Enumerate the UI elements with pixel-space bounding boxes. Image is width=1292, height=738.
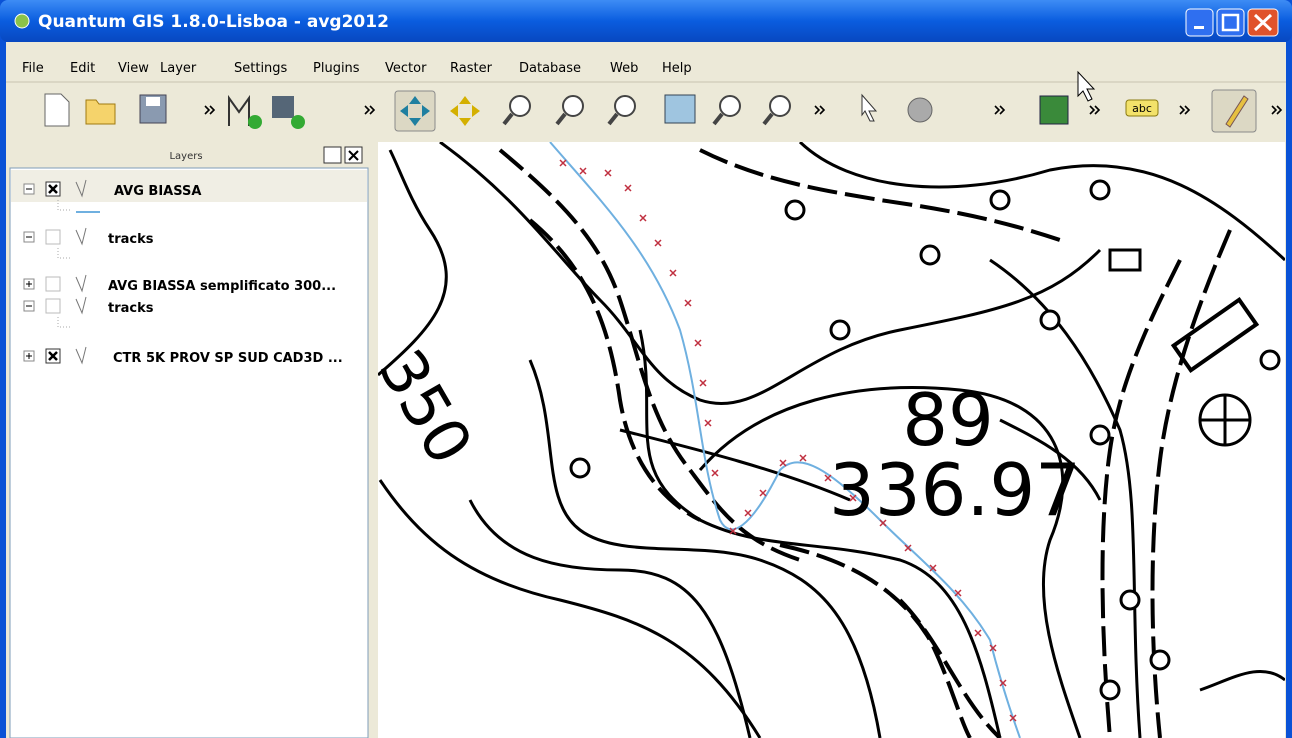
- layer-checkbox[interactable]: [46, 277, 60, 291]
- minimize-glyph: [1194, 26, 1204, 29]
- new-project-icon[interactable]: [45, 94, 69, 126]
- zoom-out-icon[interactable]: [563, 96, 583, 116]
- qgis-window: Quantum GIS 1.8.0-Lisboa - avg2012 File E…: [0, 0, 1292, 738]
- zoom-native-icon[interactable]: [615, 96, 635, 116]
- menu-item[interactable]: File: [22, 61, 44, 76]
- splitter: [372, 142, 378, 738]
- page: Quantum GIS 1.8.0-Lisboa - avg2012 File E…: [0, 0, 1292, 738]
- menu-item[interactable]: Layer: [160, 61, 197, 76]
- zoom-layer-icon[interactable]: [770, 96, 790, 116]
- add-badge: [248, 115, 262, 129]
- new-raster-icon[interactable]: [272, 96, 294, 118]
- zoom-full-icon[interactable]: [665, 95, 695, 123]
- label-icon-text: abc: [1132, 102, 1152, 115]
- menu-item[interactable]: Edit: [70, 61, 95, 76]
- layer-name[interactable]: tracks: [108, 232, 154, 247]
- layer-checkbox[interactable]: [46, 299, 60, 313]
- map-canvas[interactable]: [378, 142, 1285, 738]
- zoom-in-icon[interactable]: [510, 96, 530, 116]
- minimize-button[interactable]: [1186, 9, 1213, 36]
- plugin-icon[interactable]: [1040, 96, 1068, 124]
- zoom-selection-icon[interactable]: [720, 96, 740, 116]
- float-button[interactable]: [324, 147, 341, 163]
- window-title: Quantum GIS 1.8.0-Lisboa - avg2012: [38, 12, 389, 32]
- panel-title: Layers: [169, 151, 202, 162]
- layer-name[interactable]: CTR 5K PROV SP SUD CAD3D ...: [113, 351, 343, 366]
- layer-checkbox[interactable]: [46, 230, 60, 244]
- layer-tree: [10, 168, 368, 738]
- save-label: [146, 97, 160, 106]
- window-controls[interactable]: [1186, 9, 1278, 36]
- menu-item[interactable]: Raster: [450, 61, 493, 76]
- open-icon[interactable]: [86, 100, 115, 124]
- menu-item[interactable]: Help: [662, 61, 692, 76]
- menu-item[interactable]: Database: [519, 61, 581, 76]
- map-label: 336.97: [829, 448, 1081, 532]
- layer-name[interactable]: tracks: [108, 301, 154, 316]
- menu-item[interactable]: Plugins: [313, 61, 360, 76]
- menu-item[interactable]: Web: [610, 61, 638, 76]
- app-icon: [15, 14, 29, 28]
- layer-name[interactable]: AVG BIASSA: [114, 184, 201, 199]
- menu-item[interactable]: Settings: [234, 61, 288, 76]
- menu-item[interactable]: View: [118, 61, 149, 76]
- maximize-button[interactable]: [1217, 9, 1244, 36]
- actions-icon[interactable]: [908, 98, 932, 122]
- add-badge: [291, 115, 305, 129]
- menu-item[interactable]: Vector: [385, 61, 427, 76]
- layer-name[interactable]: AVG BIASSA semplificato 300...: [108, 279, 336, 294]
